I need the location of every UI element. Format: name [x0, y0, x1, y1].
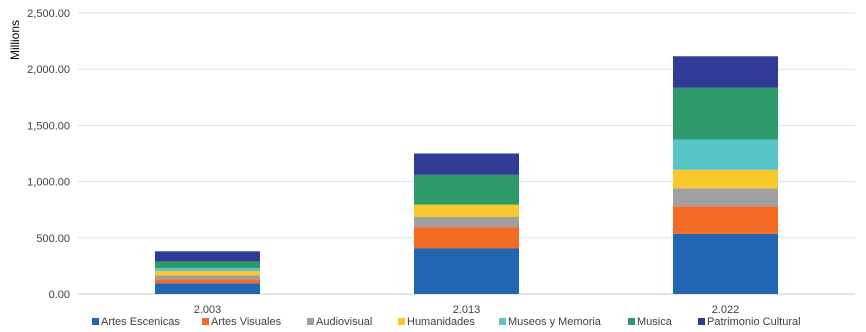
legend-swatch: [307, 318, 314, 325]
legend-label: Musica: [637, 316, 673, 328]
bar-segment: [673, 87, 778, 140]
y-axis-title: Millions: [8, 20, 22, 60]
bar-segment: [673, 206, 778, 234]
bar-segment: [155, 251, 260, 262]
y-tick-label: 500.00: [36, 233, 70, 245]
bar-segment: [414, 174, 519, 205]
bar-segment: [155, 268, 260, 271]
bar-segment: [673, 169, 778, 189]
legend-label: Humanidades: [407, 316, 475, 328]
bar-segment: [414, 248, 519, 294]
y-tick-label: 2,000.00: [27, 64, 70, 76]
x-axis-ticks: 2.003 2.013 2.022: [194, 304, 740, 316]
bar-segment: [155, 275, 260, 280]
x-tick-label: 2.013: [453, 304, 481, 316]
bar-segment: [414, 153, 519, 175]
bar-segment: [155, 279, 260, 284]
y-tick-label: 1,000.00: [27, 177, 70, 189]
bar-segment: [673, 56, 778, 88]
bar-segment: [155, 283, 260, 294]
bar-segment: [673, 188, 778, 207]
bars: [155, 56, 778, 294]
legend-swatch: [499, 318, 506, 325]
legend-swatch: [628, 318, 635, 325]
bar-segment: [673, 233, 778, 294]
legend-label: Artes Escenicas: [101, 316, 180, 328]
bar-segment: [414, 204, 519, 218]
legend-label: Museos y Memoria: [508, 316, 602, 328]
x-tick-label: 2.022: [712, 304, 740, 316]
legend-label: Audiovisual: [316, 316, 372, 328]
legend-swatch: [698, 318, 705, 325]
y-tick-label: 1,500.00: [27, 120, 70, 132]
legend-label: Patrimonio Cultural: [707, 316, 801, 328]
y-tick-label: 0.00: [49, 289, 70, 301]
y-tick-label: 2,500.00: [27, 8, 70, 20]
bar-segment: [414, 217, 519, 228]
bar-segment: [414, 227, 519, 249]
legend: Artes Escenicas Artes Visuales Audiovisual…: [92, 316, 801, 328]
bar-segment: [155, 270, 260, 276]
legend-swatch: [398, 318, 405, 325]
y-axis-ticks: 0.00 500.00 1,000.00 1,500.00 2,000.00 2,500.…: [27, 8, 70, 301]
x-tick-label: 2.003: [194, 304, 222, 316]
bar-segment: [155, 261, 260, 269]
legend-swatch: [202, 318, 209, 325]
legend-swatch: [92, 318, 99, 325]
bar-segment: [673, 139, 778, 170]
legend-label: Artes Visuales: [211, 316, 282, 328]
